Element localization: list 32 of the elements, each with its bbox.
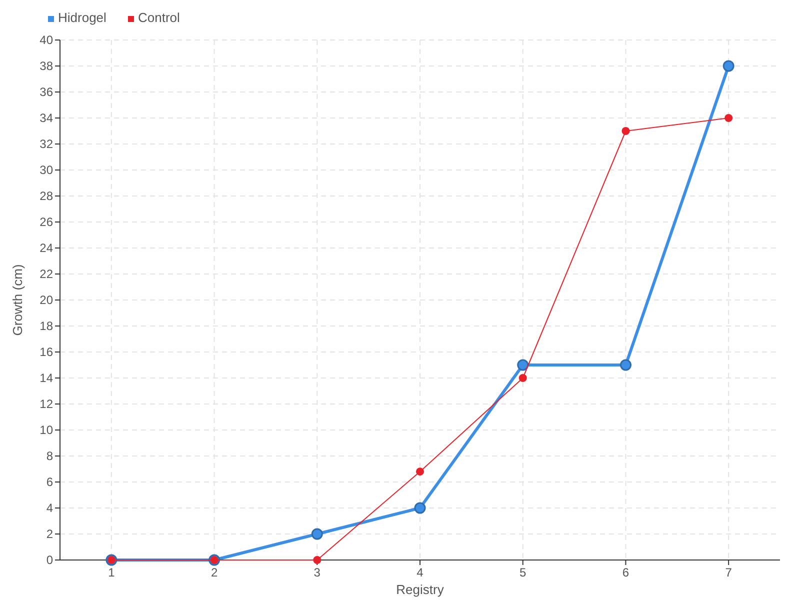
y-tick-label: 30	[40, 163, 54, 178]
y-tick-label: 14	[40, 371, 54, 386]
x-tick-label: 2	[210, 566, 218, 580]
legend-label: Hidrogel	[58, 10, 107, 25]
y-tick-label: 6	[46, 475, 54, 490]
y-tick-label: 18	[40, 319, 54, 334]
y-tick-label: 2	[46, 527, 54, 542]
x-axis-title: Registry	[396, 582, 444, 597]
y-tick-label: 22	[40, 267, 54, 282]
y-tick-label: 4	[46, 501, 54, 516]
x-tick-label: 1	[108, 566, 116, 580]
y-tick-label: 40	[40, 33, 54, 48]
x-tick-label: 6	[622, 566, 630, 580]
y-tick-label: 8	[46, 449, 54, 464]
y-tick-label: 28	[40, 189, 54, 204]
y-tick-label: 24	[40, 241, 54, 256]
y-axis-title: Growth (cm)	[10, 264, 25, 336]
y-tick-label: 10	[40, 423, 54, 438]
x-tick-label: 4	[416, 566, 424, 580]
y-tick-label: 36	[40, 85, 54, 100]
y-tick-label: 12	[40, 397, 54, 412]
y-tick-label: 38	[40, 59, 54, 74]
x-tick-label: 5	[520, 566, 527, 580]
y-tick-label: 32	[40, 137, 54, 152]
x-tick-label: 7	[725, 566, 732, 580]
x-tick-label: 3	[314, 566, 321, 580]
y-tick-label: 20	[40, 293, 54, 308]
y-tick-label: 26	[40, 215, 54, 230]
y-tick-label: 34	[40, 111, 54, 126]
legend-label: Control	[138, 10, 180, 25]
y-tick-label: 16	[40, 345, 54, 360]
y-tick-label: 0	[46, 553, 54, 568]
